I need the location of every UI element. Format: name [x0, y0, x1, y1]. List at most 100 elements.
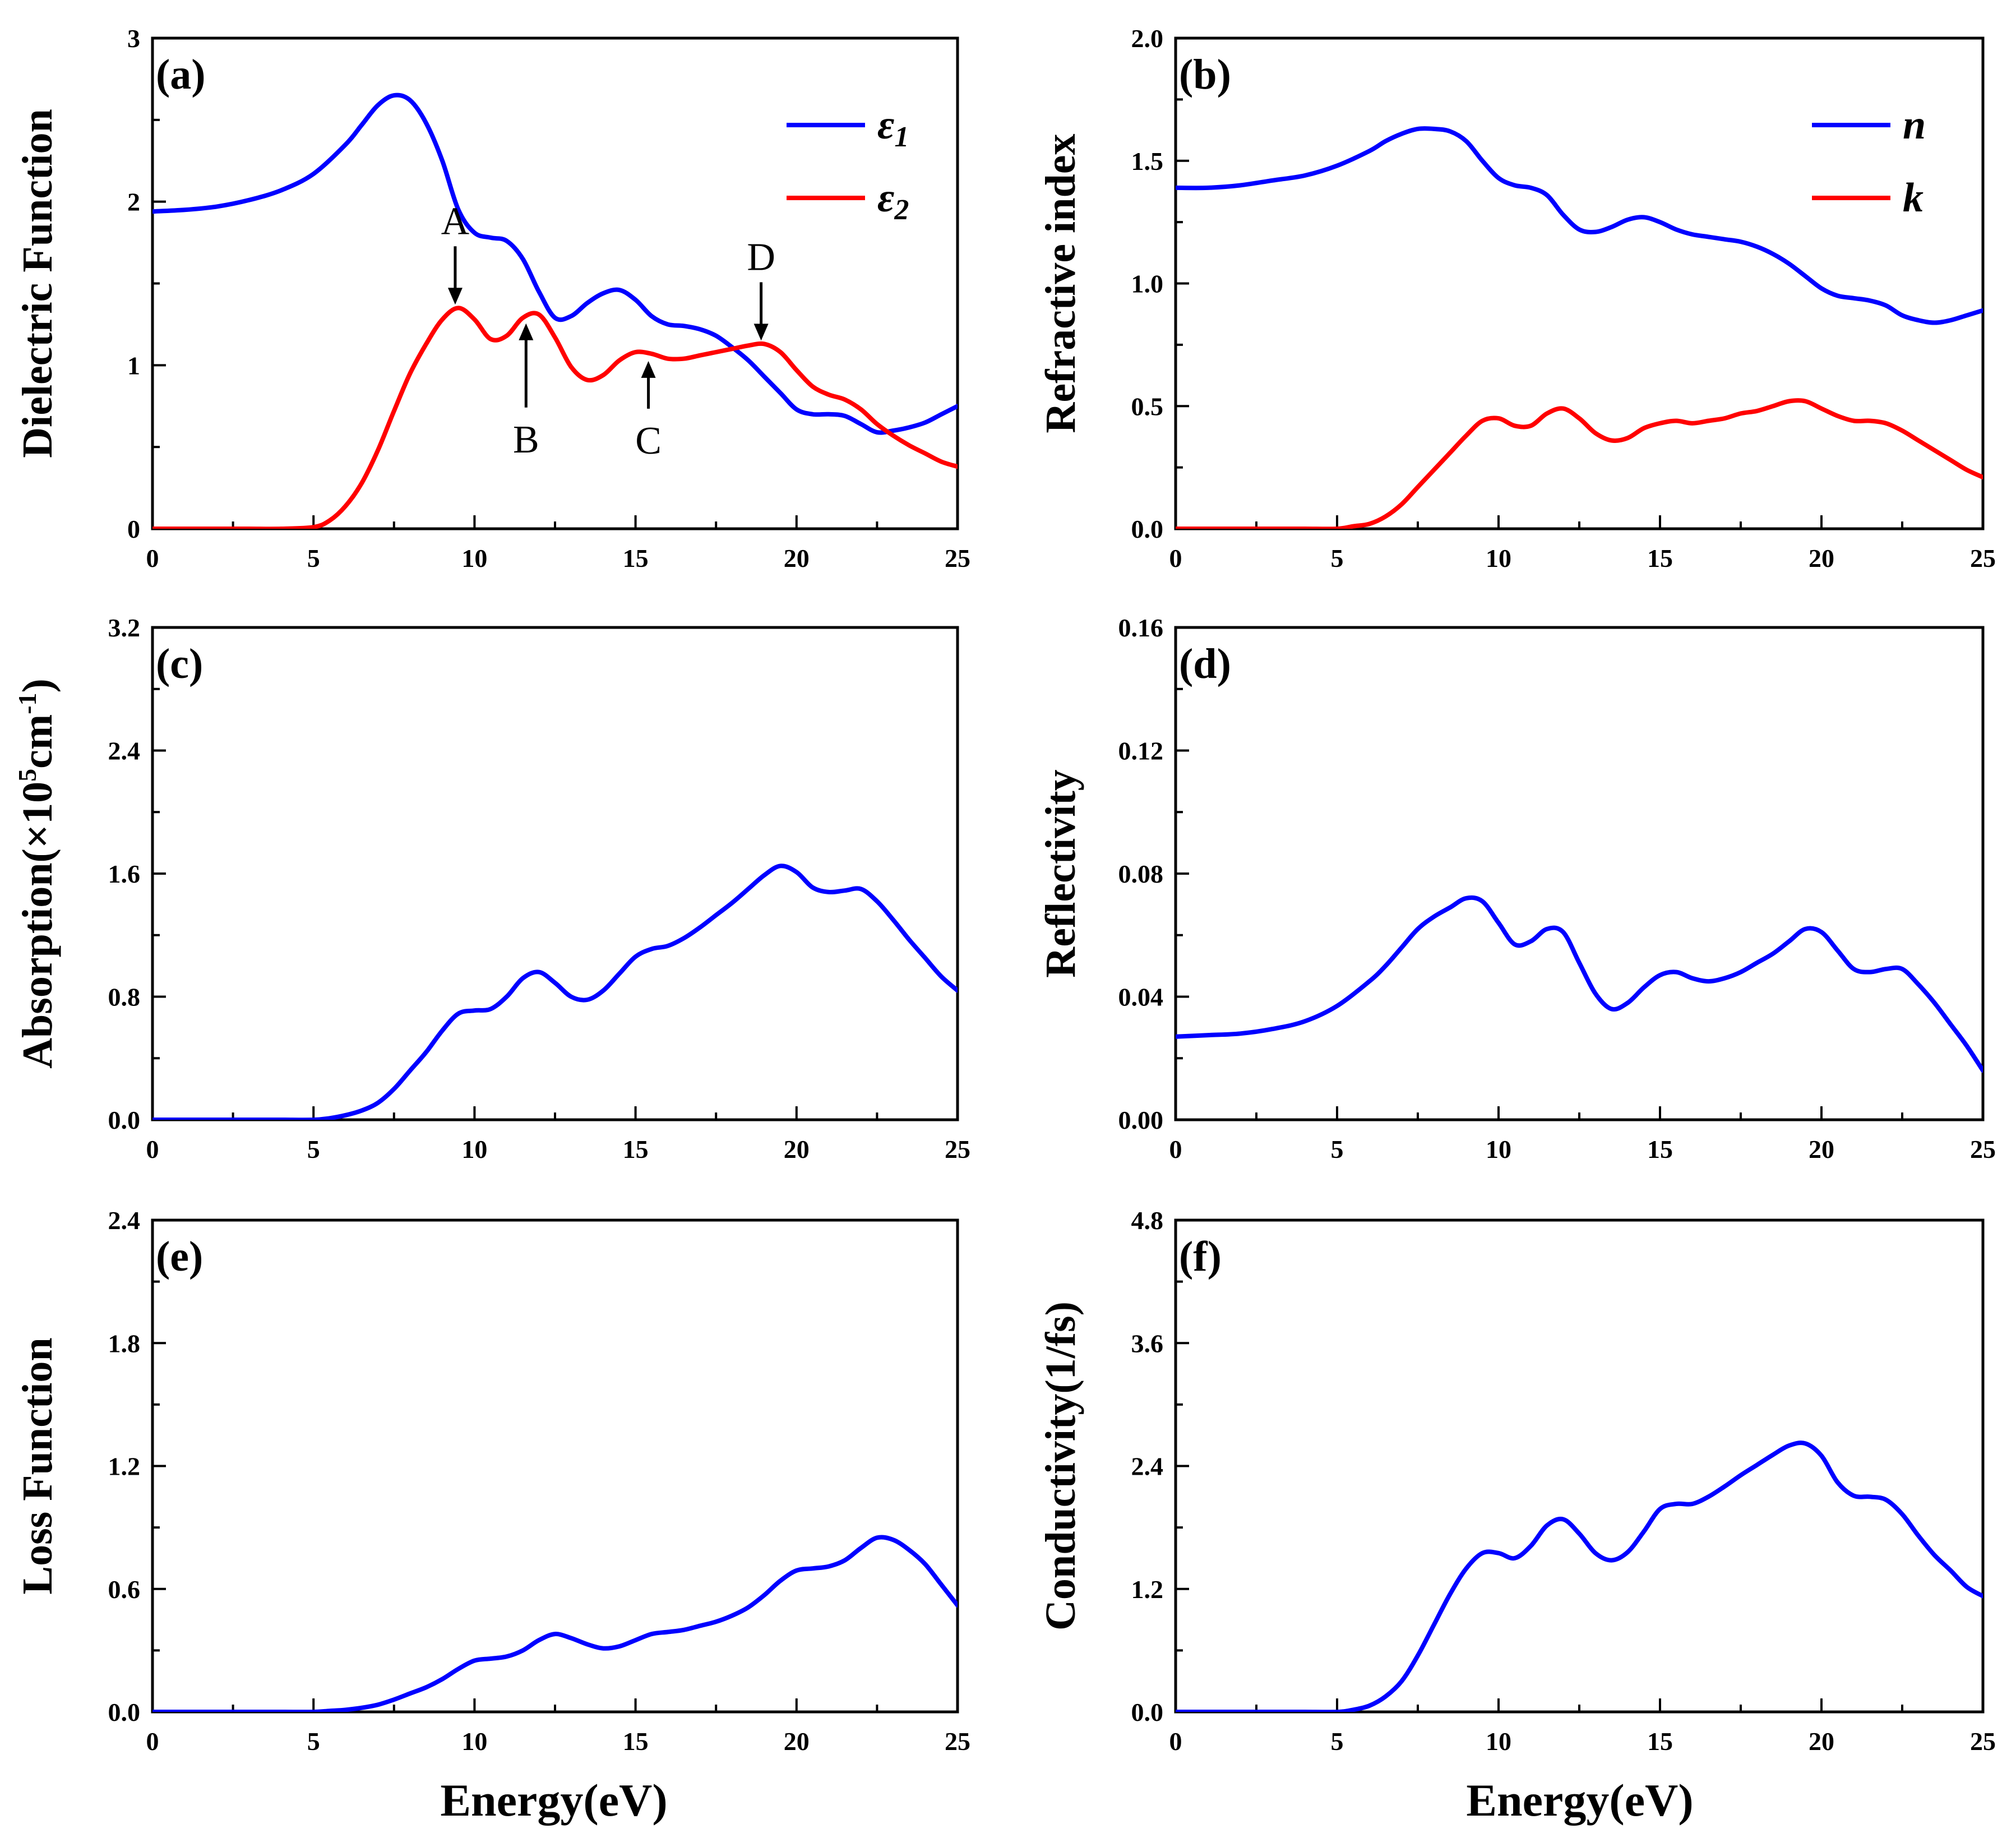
y-tick-label: 0.8 — [108, 983, 141, 1012]
y-tick-label: 0.5 — [1131, 392, 1164, 421]
y-tick-label: 0.12 — [1118, 737, 1164, 765]
plot-frame — [151, 36, 959, 530]
x-tick-label: 25 — [945, 544, 970, 572]
x-tick-label: 10 — [461, 1727, 487, 1756]
legend-label-n: n — [1903, 102, 1926, 148]
legend-label-main: k — [1903, 175, 1923, 221]
annotation-D: D — [747, 236, 775, 341]
annotation-arrowhead — [447, 288, 463, 305]
legend-label-ε1: ε1 — [877, 102, 909, 153]
plot-frame — [151, 626, 959, 1121]
panel-label: (d) — [1179, 640, 1231, 687]
x-tick-label: 15 — [623, 544, 649, 572]
x-tick-label: 20 — [1809, 1135, 1834, 1163]
annotation-label: A — [441, 200, 470, 243]
plot-frame — [1174, 36, 1985, 530]
series-line-loss — [152, 1535, 958, 1712]
series-line-ε1 — [152, 93, 958, 435]
x-tick-label: 25 — [945, 1727, 970, 1756]
y-tick-label: 3 — [127, 24, 140, 53]
annotation-C: C — [635, 361, 662, 463]
x-tick-label: 0 — [1169, 1727, 1182, 1756]
x-tick-label: 5 — [1331, 1727, 1344, 1756]
y-tick-label: 1.8 — [108, 1329, 141, 1358]
legend-label-ε2: ε2 — [877, 175, 909, 226]
y-tick-label: 0.0 — [1131, 1698, 1164, 1726]
panel-d: 0 5 10 15 20 25 0.00 0.04 0.08 0.12 0.16 Reflectivi… — [1037, 613, 1996, 1163]
y-tick-label: 3.6 — [1131, 1329, 1164, 1358]
y-tick-label: 1.2 — [108, 1452, 141, 1481]
series-line-n — [1176, 126, 1983, 325]
x-tick-label: 0 — [1169, 544, 1182, 572]
x-tick-label: 10 — [461, 544, 487, 572]
y-axis-title-sup: -1 — [13, 692, 41, 714]
x-tick-label: 5 — [1331, 1135, 1344, 1163]
y-axis-title: Conductivity(1/fs) — [1037, 1301, 1084, 1631]
panel-c: 0 5 10 15 20 250.00.81.62.43.2Absorption(×105… — [13, 613, 970, 1163]
panel-label: (e) — [156, 1233, 203, 1280]
x-tick-label: 15 — [623, 1727, 649, 1756]
series-line-conductivity — [1176, 1440, 1983, 1712]
x-tick-label: 20 — [1809, 1727, 1834, 1756]
y-tick-label: 1.2 — [1131, 1575, 1164, 1604]
y-tick-label: 0.04 — [1118, 983, 1164, 1012]
y-tick-label: 0.6 — [108, 1575, 141, 1604]
x-tick-label: 5 — [307, 1135, 320, 1163]
legend-label-k: k — [1903, 175, 1923, 221]
plot-frame — [1174, 626, 1985, 1121]
series-line-k — [1176, 398, 1983, 529]
y-tick-label: 2.4 — [108, 1206, 141, 1235]
y-tick-label: 0.16 — [1118, 613, 1164, 642]
y-tick-label: 2 — [127, 188, 140, 216]
y-tick-label: 4.8 — [1131, 1206, 1164, 1235]
plot-frame — [1174, 1218, 1985, 1714]
x-tick-label: 20 — [784, 1727, 810, 1756]
x-tick-label: 20 — [784, 1135, 810, 1163]
x-axis-title-right: Energy(eV) — [1466, 1775, 1693, 1826]
x-tick-label: 0 — [1169, 1135, 1182, 1163]
x-tick-label: 15 — [1647, 1727, 1673, 1756]
annotation-label: C — [635, 419, 662, 463]
y-tick-label: 0.0 — [1131, 515, 1164, 543]
x-axis-title-left: Energy(eV) — [440, 1775, 667, 1826]
annotation-arrowhead — [519, 323, 534, 340]
x-tick-label: 25 — [1970, 544, 1996, 572]
x-tick-label: 5 — [1331, 544, 1344, 572]
y-axis-title-sup: 5 — [13, 769, 41, 782]
panel-label: (a) — [156, 51, 206, 98]
x-tick-label: 25 — [1970, 1727, 1996, 1756]
y-axis-title-end: ) — [14, 678, 61, 692]
x-tick-label: 5 — [307, 1727, 320, 1756]
y-axis-title: Refractive index — [1037, 134, 1084, 433]
panel-e: 0 5 10 15 20 25 0.0 0.6 1.2 1.8 2.4 Loss Function (e… — [14, 1206, 970, 1756]
annotation-B: B — [513, 323, 539, 461]
annotation-A: A — [441, 200, 470, 305]
x-tick-label: 25 — [945, 1135, 970, 1163]
x-tick-label: 20 — [784, 544, 810, 572]
y-tick-label: 0.08 — [1118, 860, 1164, 888]
annotation-label: B — [513, 418, 539, 461]
panel-label: (b) — [1179, 51, 1231, 98]
panel-f: 0 5 10 15 20 25 0.0 1.2 2.4 3.6 4.8 Conductivity(1/… — [1037, 1206, 1996, 1756]
panel-label: (f) — [1179, 1233, 1222, 1280]
x-tick-label: 10 — [461, 1135, 487, 1163]
x-tick-label: 10 — [1486, 544, 1511, 572]
x-tick-label: 15 — [1647, 544, 1673, 572]
legend-label-main: ε — [877, 175, 894, 221]
y-tick-label: 0.0 — [108, 1106, 141, 1134]
plot-frame — [151, 1218, 959, 1714]
y-tick-label: 1.0 — [1131, 270, 1164, 298]
annotation-label: D — [747, 236, 775, 279]
x-tick-label: 10 — [1486, 1135, 1511, 1163]
x-tick-label: 10 — [1486, 1727, 1511, 1756]
y-axis-title-main: Absorption(×10 — [14, 782, 61, 1069]
y-tick-label: 1 — [127, 351, 140, 380]
series-line-ε2 — [152, 306, 958, 529]
y-axis-title-unit: cm — [14, 714, 61, 769]
y-tick-label: 2.4 — [1131, 1452, 1164, 1481]
panel-b: 0 5 10 15 20 25 0.0 0.5 1.0 1.5 2.0 Refractive inde… — [1037, 24, 1996, 572]
legend-label-main: ε — [877, 102, 894, 148]
y-tick-label: 0 — [127, 515, 140, 543]
y-tick-label: 1.5 — [1131, 147, 1164, 176]
